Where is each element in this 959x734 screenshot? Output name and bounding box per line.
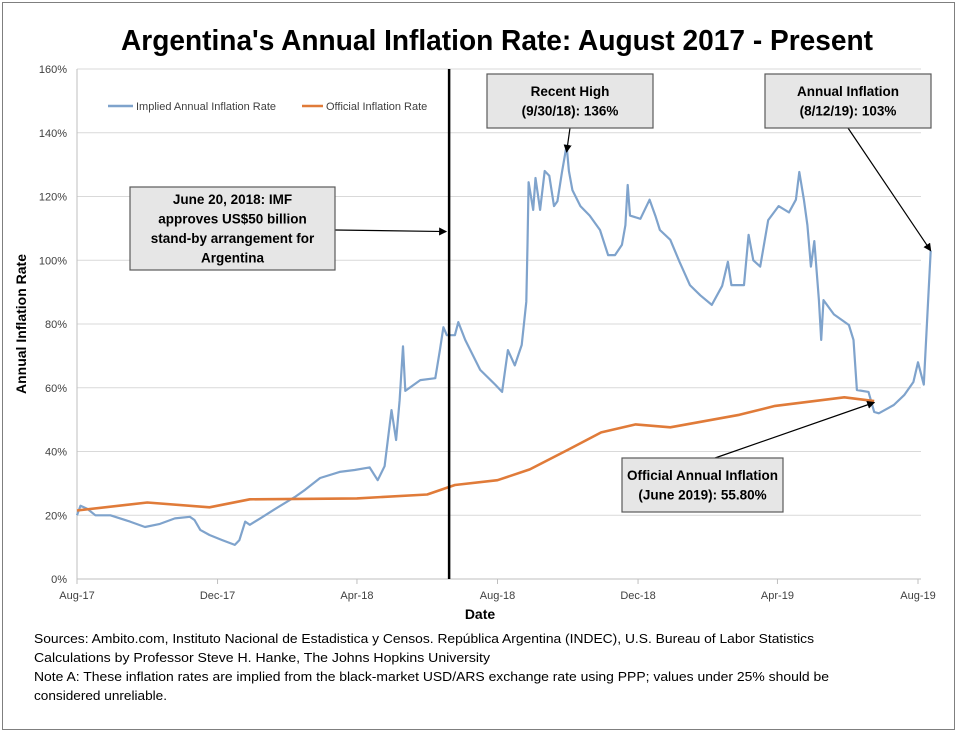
y-tick-label: 100% (39, 255, 67, 267)
annotation-text: (8/12/19): 103% (800, 104, 897, 119)
annotation-3: Official Annual Inflation (June 2019): 55… (621, 401, 876, 513)
x-tick-label: Aug-17 (59, 590, 94, 602)
series-line-implied (75, 144, 932, 547)
y-tick-label: 40% (45, 447, 67, 459)
x-tick-label: Dec-17 (200, 590, 235, 602)
x-tick-label: Dec-18 (620, 590, 655, 602)
footer-note-cont: considered unreliable. (34, 688, 167, 703)
y-tick-label: 140% (39, 128, 67, 140)
annotation-text: (June 2019): 55.80% (638, 488, 766, 503)
annotation-0: June 20, 2018: IMF approves US$50 billion… (129, 186, 448, 271)
annotation-text: Recent High (531, 84, 610, 99)
y-tick-label: 0% (51, 574, 67, 586)
annotation-box (486, 73, 654, 129)
footer-note: Note A: These inflation rates are implie… (34, 669, 829, 684)
x-tick-label: Aug-18 (480, 590, 515, 602)
annotation-box (764, 73, 932, 129)
annotation-text: approves US$50 billion (158, 212, 307, 227)
y-tick-label: 80% (45, 319, 67, 331)
x-tick-label: Apr-18 (340, 590, 373, 602)
legend-label: Official Inflation Rate (326, 101, 427, 113)
legend-label: Implied Annual Inflation Rate (136, 101, 276, 113)
annotation-arrow (334, 227, 448, 236)
annotation-text: Official Annual Inflation (627, 468, 778, 483)
annotation-text: stand-by arrangement for (151, 231, 315, 246)
x-tick-label: Apr-19 (761, 590, 794, 602)
annotation-arrow (714, 401, 876, 459)
y-tick-label: 120% (39, 192, 67, 204)
annotation-box (621, 457, 784, 513)
y-tick-label: 20% (45, 510, 67, 522)
y-axis-label: Annual Inflation Rate (13, 254, 29, 394)
chart-title: Argentina's Annual Inflation Rate: Augus… (121, 25, 873, 57)
series-line-official (76, 395, 875, 512)
annotation-text: (9/30/18): 136% (522, 104, 619, 119)
x-axis-label: Date (465, 606, 496, 622)
footer-calculations: Calculations by Professor Steve H. Hanke… (34, 650, 491, 665)
annotation-box (129, 186, 336, 271)
annotation-arrow (847, 127, 932, 252)
annotation-arrow (563, 127, 572, 153)
annotation-1: Recent High (9/30/18): 136% (486, 73, 654, 153)
annotation-text: Argentina (201, 251, 264, 266)
x-tick-label: Aug-19 (900, 590, 935, 602)
annotation-text: June 20, 2018: IMF (173, 192, 292, 207)
annotation-text: Annual Inflation (797, 84, 899, 99)
y-tick-label: 160% (39, 64, 67, 76)
y-tick-label: 60% (45, 383, 67, 395)
annotation-2: Annual Inflation (8/12/19): 103% (764, 73, 932, 252)
footer-sources: Sources: Ambito.com, Instituto Nacional … (34, 631, 815, 646)
